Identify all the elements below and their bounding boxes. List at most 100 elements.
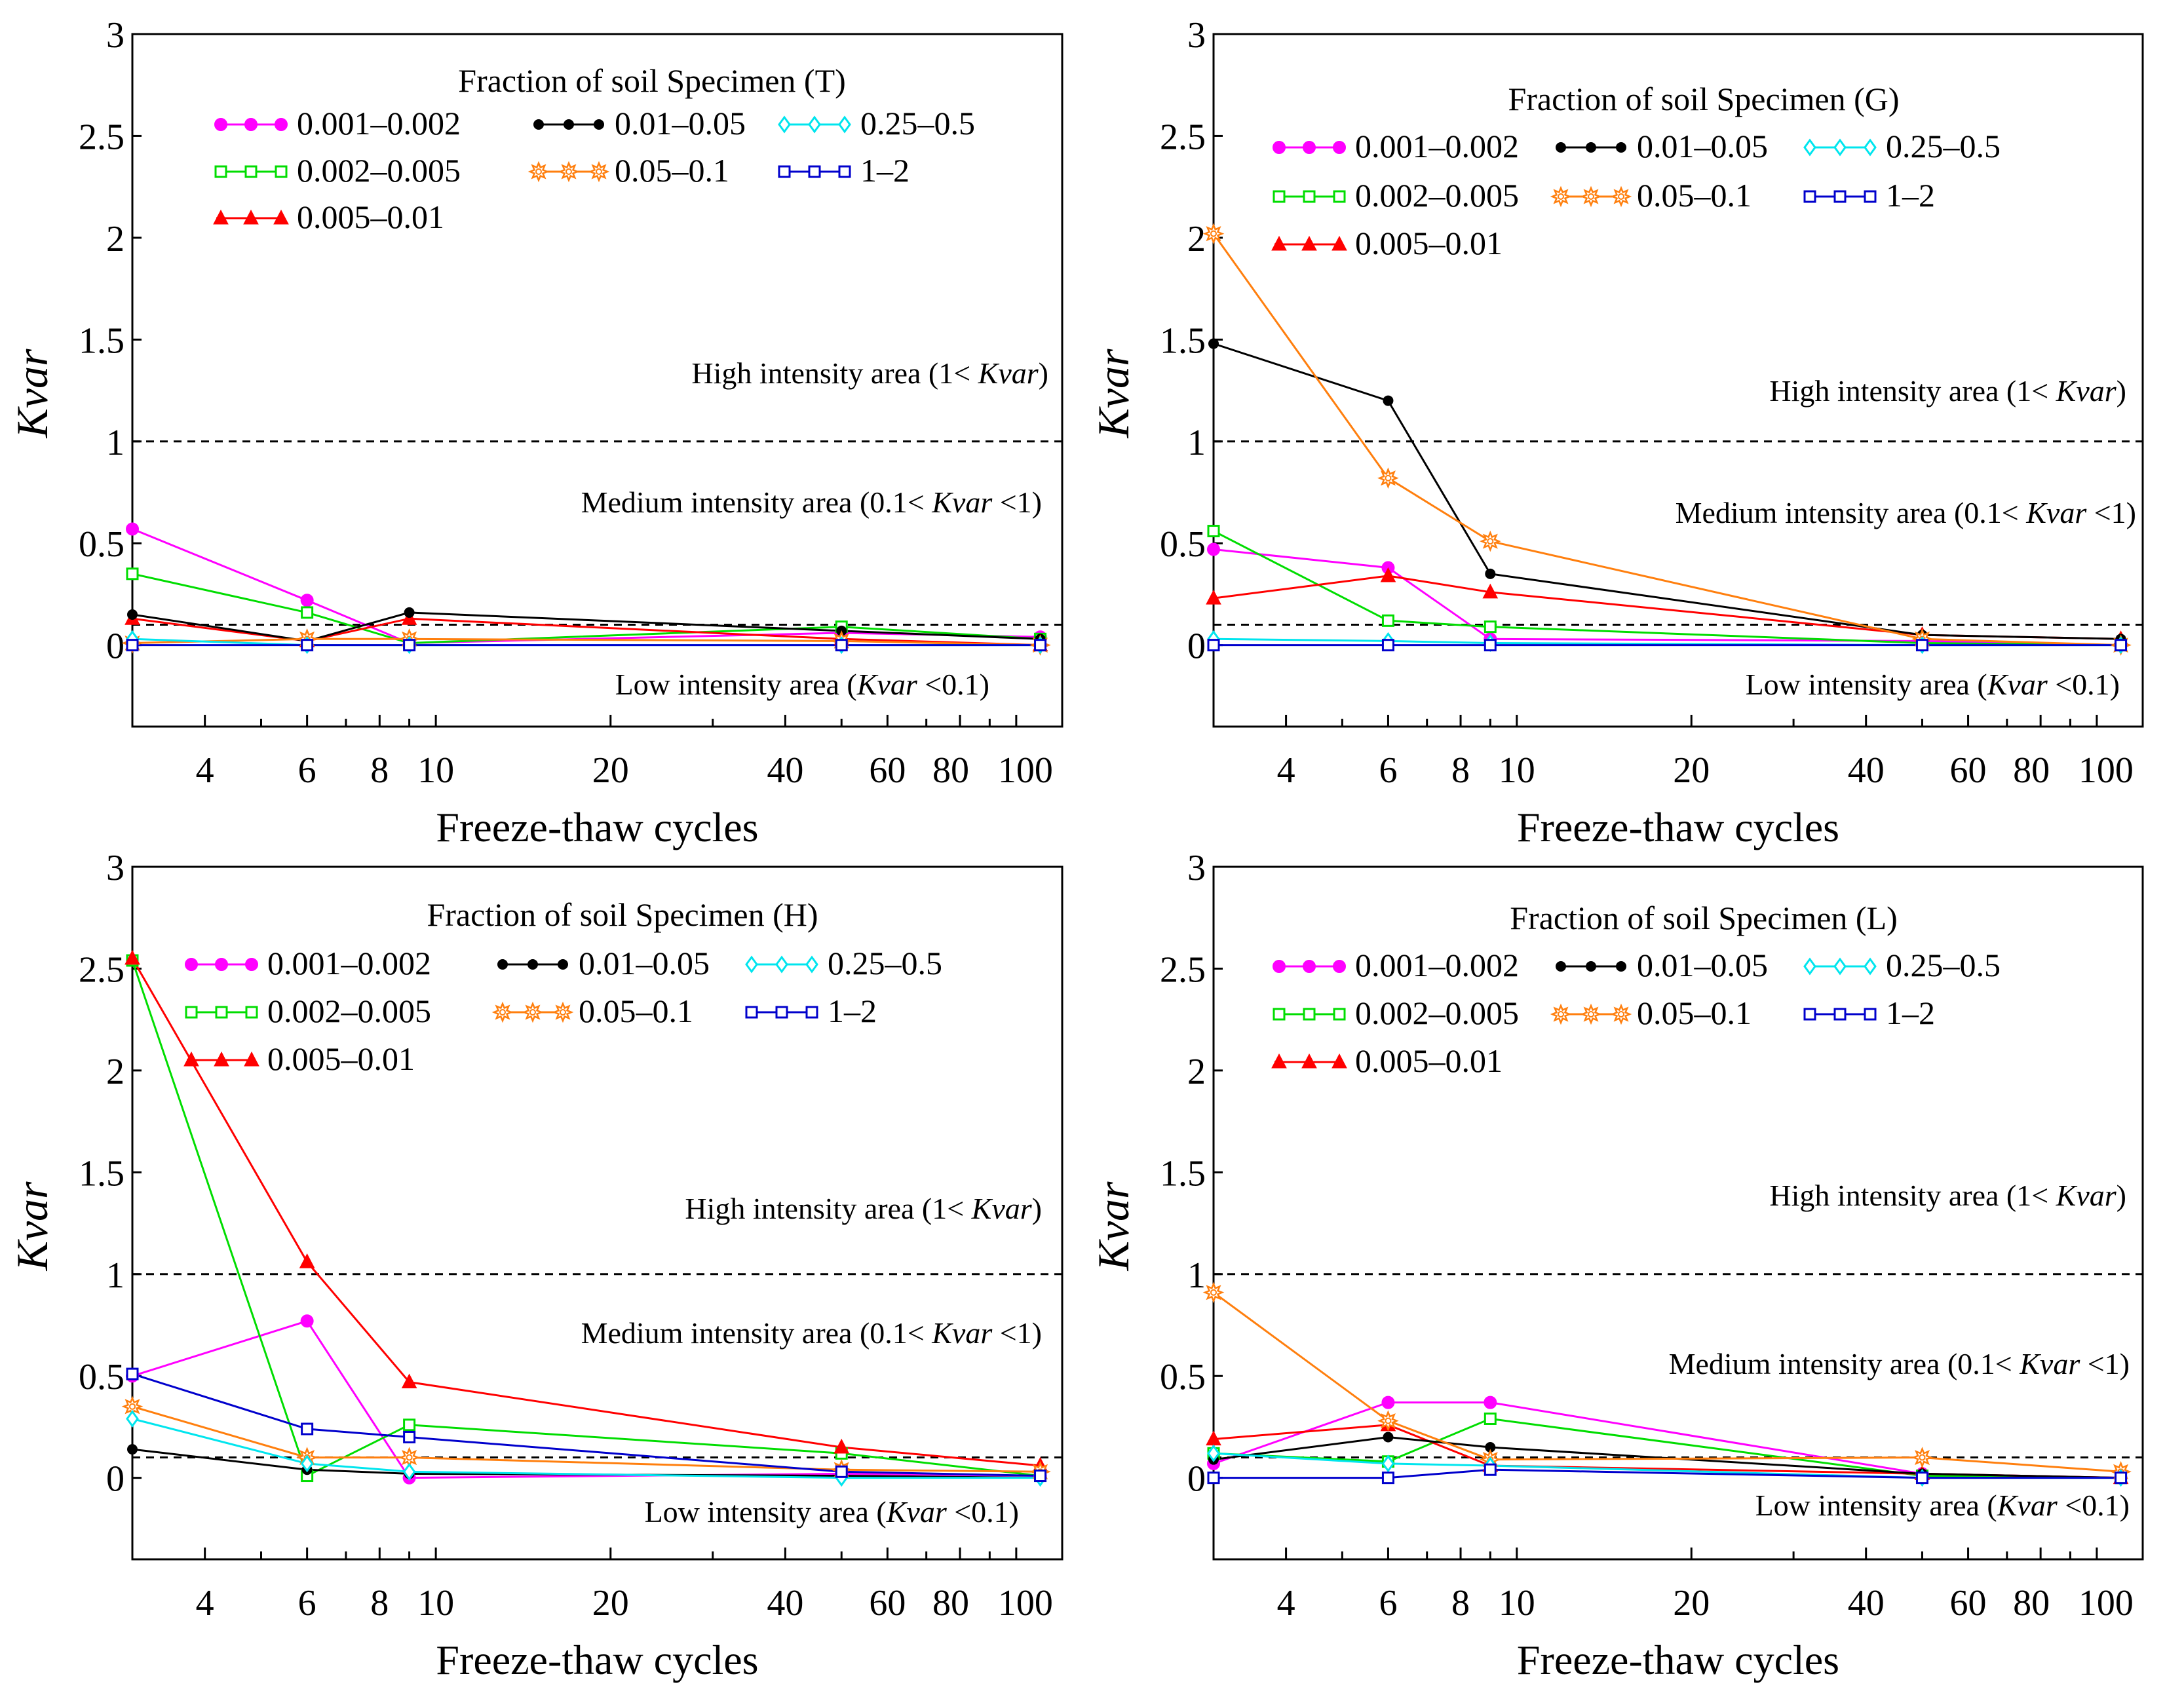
panel-t-data-point-0.01–0.05-shape: [404, 607, 415, 618]
panel-g-data-point-0.005–0.01-shape: [1380, 567, 1396, 582]
panel-g-legend-item: 0.005–0.01: [1271, 225, 1503, 261]
panel-h-legend-marker-center: [560, 1009, 566, 1016]
panel-h-data-point-1–2: [301, 1422, 314, 1435]
panel-h-data-point-1–2: [835, 1465, 848, 1478]
panel-h-legend-marker-shape: [558, 959, 568, 970]
panel-l-data-point-0.05–0.1-shape: [1377, 1410, 1399, 1432]
panel-t-data-point-0.001–0.002: [300, 594, 314, 607]
panel-t-legend-item: 0.005–0.01: [213, 199, 444, 235]
panel-h-legend-label: 1–2: [828, 993, 877, 1029]
panel-t-legend-marker: [275, 118, 288, 131]
panel-h-legend-marker-shape: [215, 1006, 228, 1019]
panel-l-xlabel: Freeze-thaw cycles: [1517, 1637, 1839, 1683]
panel-t-legend-label: 0.005–0.01: [297, 199, 444, 235]
panel-t-data-point-1–2: [1034, 639, 1047, 652]
panel-g-ytick-label: 2.5: [1160, 117, 1206, 157]
panel-g-data-point-0.005–0.01-shape: [1206, 590, 1221, 605]
panel-l-xtick-label: 60: [1950, 1583, 1987, 1624]
panel-g-legend-marker: [1273, 190, 1286, 203]
panel-h-ytick-label: 3: [106, 848, 125, 888]
panel-g-legend-label: 0.001–0.002: [1355, 128, 1519, 164]
panel-g-legend-marker: [1303, 141, 1316, 154]
panel-t-ytick-label: 2: [106, 219, 125, 259]
panel-h-data-point-0.25–0.5-shape: [300, 1454, 314, 1473]
panel-g-legend-marker-shape: [1271, 235, 1287, 251]
panel-h-legend-item: 0.002–0.005: [185, 993, 431, 1029]
panel-h-xlabel: Freeze-thaw cycles: [436, 1637, 758, 1683]
panel-t-region-high-var: Kvar: [978, 356, 1039, 390]
panel-l-region-low: Low intensity area (Kvar <0.1): [1755, 1489, 2130, 1522]
panel-t-legend-marker-center: [535, 168, 542, 175]
panel-t-legend-marker: [564, 119, 574, 130]
panel-t-legend-marker-shape: [527, 161, 550, 183]
panel-l-legend-marker: [1610, 1003, 1632, 1025]
panel-l-data-point-1–2-shape: [1915, 1472, 1928, 1485]
panel-h-ytick-label: 0: [106, 1459, 125, 1500]
panel-h-legend-marker: [745, 955, 758, 974]
panel-t-legend-marker-shape: [214, 165, 227, 178]
panel-l-legend-item: 0.005–0.01: [1271, 1042, 1503, 1079]
panel-t-legend-marker-shape: [808, 165, 821, 178]
panel-l-legend-marker-shape: [1864, 1008, 1877, 1021]
panel-l-legend-marker: [1833, 1008, 1847, 1021]
panel-g-legend-marker: [1803, 138, 1816, 157]
panel-l-series-line-0.05–0.1: [1213, 1291, 2121, 1473]
panel-g-data-point-0.01–0.05: [1383, 395, 1394, 406]
panel-t-legend-marker: [808, 165, 821, 178]
panel-t-data-point-0.002–0.005-shape: [301, 606, 314, 619]
panel-t-series-line-0.005–0.01: [132, 617, 1041, 647]
panel-h-region-medium: Medium intensity area (0.1< Kvar <1): [581, 1316, 1042, 1350]
panel-g-region-medium: Medium intensity area (0.1< Kvar <1): [1676, 496, 2136, 529]
panel-g-xtick-label: 20: [1673, 750, 1710, 791]
panel-l-legend-marker: [1580, 1003, 1602, 1025]
panel-t-legend-item: 0.05–0.1: [527, 152, 729, 189]
panel-t-legend-marker: [214, 165, 227, 178]
panel-g-data-point-0.05–0.1-center: [1385, 474, 1392, 482]
panel-g-legend-marker-shape: [1273, 141, 1286, 154]
panel-g-data-point-0.05–0.1-center: [1487, 538, 1494, 545]
panel-t-xtick-label: 100: [998, 750, 1053, 791]
panel-l-legend-label: 0.001–0.002: [1355, 947, 1519, 983]
panel-g-plot-frame: [1212, 33, 2144, 728]
panel-h-data-point-0.05–0.1-center: [406, 1454, 413, 1461]
panel-h-legend-marker-shape: [497, 959, 508, 970]
panel-t-legend-label: 0.05–0.1: [615, 152, 729, 189]
panel-t-series-line-0.001–0.002: [132, 528, 1041, 645]
panel-t-legend-marker: [808, 115, 821, 134]
panel-g-legend-marker-shape: [1333, 141, 1346, 154]
panel-h-data-point-0.01–0.05-shape: [127, 1444, 138, 1455]
panel-g-data-point-1–2: [1915, 639, 1928, 652]
panel-g-legend-label: 0.002–0.005: [1355, 177, 1519, 214]
panel-l-data-point-1–2-shape: [2115, 1472, 2128, 1485]
panel-g-legend-marker: [1550, 185, 1572, 208]
panel-g-legend-marker-shape: [1303, 190, 1316, 203]
panel-g-data-point-1–2-shape: [1484, 639, 1497, 652]
panel-g-xtick-label: 100: [2079, 750, 2134, 791]
panel-t-legend-marker-shape: [778, 165, 791, 178]
panel-h-data-point-1–2-shape: [835, 1465, 848, 1478]
panel-t-legend-title: Fraction of soil Specimen (T): [458, 62, 846, 99]
panel-l-data-point-0.05–0.1: [1377, 1410, 1399, 1432]
panel-l-legend-marker-center: [1588, 1011, 1594, 1017]
panel-h-xtick-label: 100: [998, 1583, 1053, 1624]
panel-h-legend-marker: [245, 958, 258, 971]
panel-g-xtick-label: 40: [1848, 750, 1885, 791]
panel-g-xtick-label: 4: [1277, 750, 1295, 791]
panel-l-legend-marker: [1864, 957, 1877, 976]
panel-l-series-line-0.001–0.002: [1213, 1401, 2121, 1479]
panel-g-legend-marker: [1303, 190, 1316, 203]
panel-l-data-point-0.25–0.5-shape: [1207, 1444, 1220, 1462]
panel-l-legend-marker-shape: [1271, 1053, 1287, 1069]
panel-h-legend-marker-shape: [245, 1006, 258, 1019]
panel-l-legend-label: 0.005–0.01: [1355, 1042, 1503, 1079]
panel-l-data-point-0.01–0.05-shape: [1383, 1432, 1394, 1443]
panel-l-legend-marker-shape: [1303, 1008, 1316, 1021]
panel-h-legend-marker-shape: [805, 1006, 818, 1019]
panel-g-data-point-0.001–0.002: [1207, 542, 1220, 556]
panel-l-ylabel: Kvar: [1088, 1181, 1138, 1272]
panel-g-legend-marker-center: [1588, 193, 1594, 200]
panel-t-region-low-text: Low intensity area (: [615, 668, 857, 701]
panel-h-region-low: Low intensity area (Kvar <0.1): [645, 1495, 1019, 1529]
panel-g-ytick-label: 2: [1187, 219, 1206, 259]
panel-l-xtick-label: 20: [1673, 1583, 1710, 1624]
